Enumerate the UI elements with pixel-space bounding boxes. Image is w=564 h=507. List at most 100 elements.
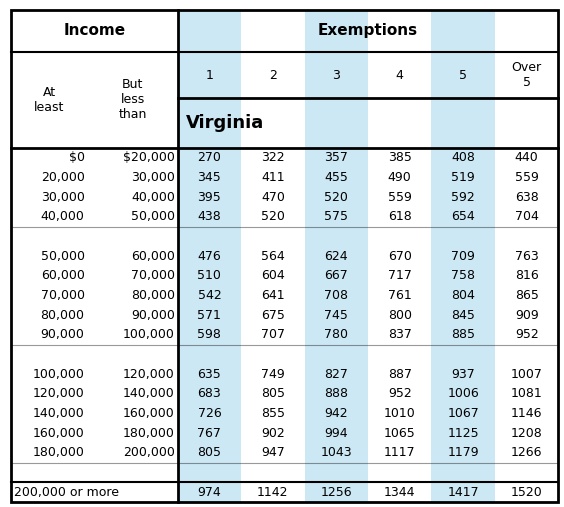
Text: 70,000: 70,000 — [131, 269, 175, 282]
Text: 1179: 1179 — [447, 446, 479, 459]
Text: 1417: 1417 — [447, 486, 479, 498]
Text: 90,000: 90,000 — [131, 309, 175, 321]
Text: 160,000: 160,000 — [123, 407, 175, 420]
Text: 704: 704 — [515, 210, 539, 224]
Text: 571: 571 — [197, 309, 221, 321]
Text: 1: 1 — [205, 68, 213, 82]
Text: 542: 542 — [197, 289, 221, 302]
Text: 902: 902 — [261, 426, 285, 440]
Text: Income: Income — [63, 23, 126, 39]
Text: 749: 749 — [261, 368, 285, 381]
Text: 1117: 1117 — [384, 446, 416, 459]
Text: Virginia: Virginia — [186, 114, 265, 132]
Text: 440: 440 — [515, 152, 539, 164]
Text: 100,000: 100,000 — [33, 368, 85, 381]
Text: 357: 357 — [324, 152, 348, 164]
Text: 1081: 1081 — [511, 387, 543, 401]
Text: At
least: At least — [34, 86, 64, 114]
Text: 887: 887 — [387, 368, 412, 381]
Text: 1067: 1067 — [447, 407, 479, 420]
Text: 1266: 1266 — [511, 446, 543, 459]
Text: 345: 345 — [197, 171, 221, 184]
Text: 180,000: 180,000 — [33, 446, 85, 459]
Text: 476: 476 — [197, 249, 221, 263]
Text: 952: 952 — [388, 387, 412, 401]
Text: 654: 654 — [451, 210, 475, 224]
Text: 40,000: 40,000 — [41, 210, 85, 224]
Text: But
less
than: But less than — [118, 79, 147, 121]
Text: 140,000: 140,000 — [123, 387, 175, 401]
Text: 90,000: 90,000 — [41, 329, 85, 341]
Text: 510: 510 — [197, 269, 221, 282]
Text: 5: 5 — [459, 68, 467, 82]
Text: 411: 411 — [261, 171, 285, 184]
Text: 120,000: 120,000 — [33, 387, 85, 401]
Text: 455: 455 — [324, 171, 348, 184]
Text: 408: 408 — [451, 152, 475, 164]
Text: 322: 322 — [261, 152, 285, 164]
Text: 708: 708 — [324, 289, 349, 302]
Text: 490: 490 — [388, 171, 412, 184]
Text: Exemptions: Exemptions — [318, 23, 418, 39]
Text: 519: 519 — [451, 171, 475, 184]
Text: 909: 909 — [515, 309, 539, 321]
Text: 180,000: 180,000 — [123, 426, 175, 440]
Text: 50,000: 50,000 — [131, 210, 175, 224]
Text: $20,000: $20,000 — [123, 152, 175, 164]
Text: 50,000: 50,000 — [41, 249, 85, 263]
Text: 618: 618 — [388, 210, 412, 224]
Text: $0: $0 — [69, 152, 85, 164]
Text: 763: 763 — [515, 249, 539, 263]
Text: 800: 800 — [387, 309, 412, 321]
Text: 717: 717 — [388, 269, 412, 282]
Text: 707: 707 — [261, 329, 285, 341]
Text: 604: 604 — [261, 269, 285, 282]
Text: 994: 994 — [324, 426, 348, 440]
Text: 80,000: 80,000 — [131, 289, 175, 302]
Text: 641: 641 — [261, 289, 285, 302]
Text: 4: 4 — [396, 68, 404, 82]
Text: 1256: 1256 — [320, 486, 352, 498]
Text: 745: 745 — [324, 309, 348, 321]
Text: 1043: 1043 — [320, 446, 352, 459]
Text: 675: 675 — [261, 309, 285, 321]
Text: 270: 270 — [197, 152, 221, 164]
Text: 140,000: 140,000 — [33, 407, 85, 420]
Text: 816: 816 — [515, 269, 539, 282]
Text: 575: 575 — [324, 210, 349, 224]
Text: 2: 2 — [269, 68, 277, 82]
Text: 30,000: 30,000 — [131, 171, 175, 184]
Text: 60,000: 60,000 — [131, 249, 175, 263]
Text: 30,000: 30,000 — [41, 191, 85, 204]
Text: 667: 667 — [324, 269, 348, 282]
Text: 624: 624 — [324, 249, 348, 263]
Bar — [431, 10, 495, 502]
Text: 670: 670 — [388, 249, 412, 263]
Text: 395: 395 — [197, 191, 221, 204]
Text: 888: 888 — [324, 387, 349, 401]
Text: 855: 855 — [261, 407, 285, 420]
Text: 758: 758 — [451, 269, 475, 282]
Text: 200,000 or more: 200,000 or more — [14, 486, 119, 498]
Text: 827: 827 — [324, 368, 348, 381]
Text: 520: 520 — [324, 191, 348, 204]
Text: 845: 845 — [451, 309, 475, 321]
Text: 804: 804 — [451, 289, 475, 302]
Text: 3: 3 — [332, 68, 340, 82]
Text: 805: 805 — [261, 387, 285, 401]
Text: 780: 780 — [324, 329, 349, 341]
Text: 120,000: 120,000 — [123, 368, 175, 381]
Text: 60,000: 60,000 — [41, 269, 85, 282]
Text: 520: 520 — [261, 210, 285, 224]
Text: 767: 767 — [197, 426, 221, 440]
Text: 1125: 1125 — [447, 426, 479, 440]
Bar — [305, 10, 368, 502]
Text: 726: 726 — [197, 407, 221, 420]
Text: 559: 559 — [515, 171, 539, 184]
Text: 592: 592 — [451, 191, 475, 204]
Text: 564: 564 — [261, 249, 285, 263]
Text: 947: 947 — [261, 446, 285, 459]
Text: 385: 385 — [388, 152, 412, 164]
Text: 1010: 1010 — [384, 407, 416, 420]
Text: 1007: 1007 — [510, 368, 543, 381]
